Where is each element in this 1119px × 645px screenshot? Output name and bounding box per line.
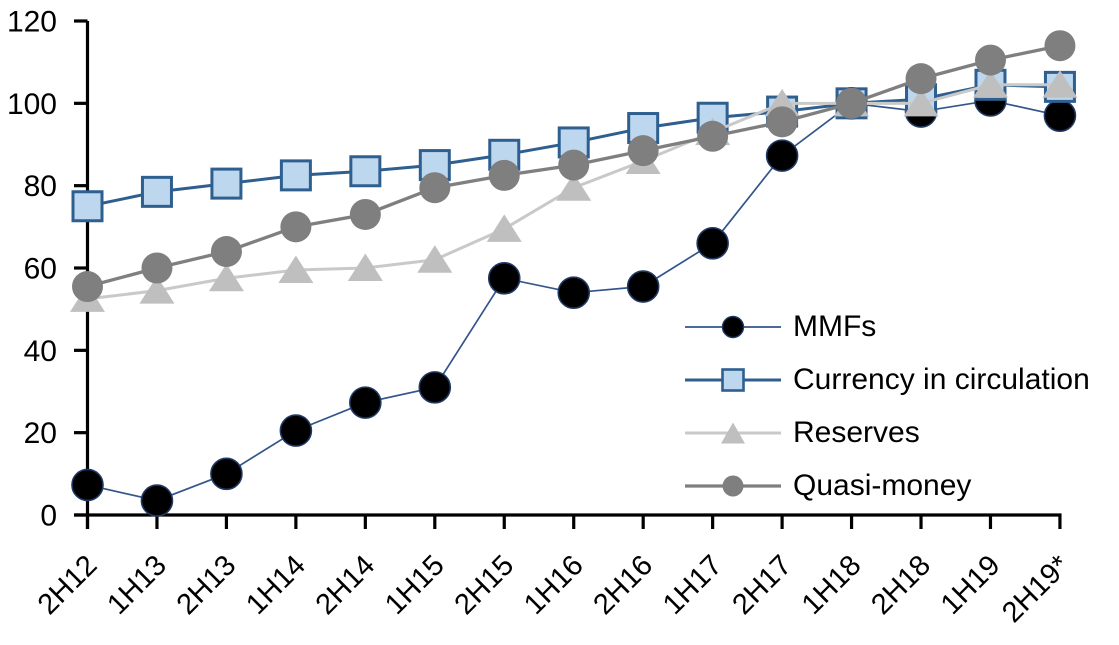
y-axis: 0 20 40 60 80 100 120 [7, 6, 90, 533]
legend-item-reserves: Reserves [683, 406, 1090, 459]
x-tick-label: 1H16 [518, 549, 590, 621]
legend-marker-mmfs-icon [685, 315, 781, 338]
legend-marker-quasi-money-icon [685, 475, 781, 496]
x-tick-label: 2H18 [865, 549, 937, 621]
data-point-marker [347, 253, 383, 281]
data-point-marker [71, 190, 104, 223]
x-tick-label: 1H15 [379, 549, 451, 621]
data-point-marker [140, 484, 174, 517]
data-point-marker [349, 155, 382, 188]
data-point-marker [349, 386, 382, 419]
data-point-marker [419, 172, 451, 204]
data-point-marker [558, 149, 590, 181]
data-point-marker [72, 271, 103, 303]
data-point-marker [488, 159, 520, 191]
y-tick-label: 100 [7, 88, 57, 121]
x-tick-label: 1H14 [240, 549, 312, 621]
data-point-marker [418, 371, 452, 404]
data-point-marker [278, 255, 314, 284]
legend-label-quasi-money: Quasi-money [793, 468, 972, 502]
data-point-marker [905, 63, 937, 95]
x-tick-label: 2H15 [449, 549, 521, 621]
data-point-marker [972, 70, 1008, 98]
legend-marker-currency-icon [685, 367, 781, 392]
data-point-marker [765, 139, 799, 172]
x-tick-label: 1H19 [935, 549, 1007, 621]
y-tick-label: 40 [24, 335, 57, 368]
data-point-marker [1043, 99, 1077, 132]
x-tick-label: 2H19* [996, 549, 1076, 629]
data-point-marker [139, 276, 175, 304]
data-point-marker [141, 252, 173, 284]
data-point-marker [486, 214, 522, 242]
legend-label-currency: Currency in circulation [793, 362, 1090, 396]
data-point-marker [279, 159, 312, 192]
x-tick-label: 2H13 [171, 549, 243, 621]
x-tick-label: 2H14 [310, 549, 382, 621]
data-point-marker [1042, 70, 1078, 98]
chart-legend: MMFs Currency in circulation Reserves Qu… [683, 300, 1090, 512]
legend-item-quasi-money: Quasi-money [683, 459, 1090, 512]
data-point-marker [140, 175, 173, 208]
data-point-marker [210, 167, 243, 200]
data-point-marker [556, 173, 592, 201]
data-point-marker [279, 414, 313, 447]
x-tick-label: 2H17 [726, 549, 798, 621]
x-tick-label: 2H12 [32, 549, 104, 621]
y-tick-label: 20 [24, 417, 57, 450]
data-point-marker [210, 236, 242, 268]
legend-label-reserves: Reserves [793, 415, 920, 449]
data-point-marker [71, 468, 104, 502]
data-point-marker [349, 198, 381, 230]
data-point-marker [210, 457, 243, 491]
data-point-marker [697, 120, 729, 152]
data-point-marker [974, 44, 1006, 76]
data-point-marker [696, 227, 729, 260]
x-tick-label: 2H16 [587, 549, 659, 621]
data-point-marker [487, 261, 521, 295]
data-point-marker [280, 211, 312, 243]
data-point-marker [1044, 30, 1076, 62]
legend-marker-reserves-icon [685, 422, 781, 443]
data-point-marker [626, 270, 660, 303]
y-tick-label: 80 [24, 170, 57, 203]
series-quasi-money [72, 30, 1076, 303]
y-tick-label: 120 [7, 6, 57, 39]
data-point-marker [627, 135, 659, 167]
legend-label-mmfs: MMFs [793, 309, 877, 343]
data-point-marker [903, 88, 939, 117]
x-tick-label: 1H13 [101, 549, 173, 621]
y-tick-label: 60 [24, 253, 57, 286]
x-tick-label: 1H18 [796, 549, 868, 621]
data-point-marker [557, 276, 591, 310]
data-point-marker [417, 245, 453, 273]
data-point-marker [208, 263, 244, 292]
x-axis: 2H121H132H131H142H141H152H151H162H161H17… [32, 513, 1076, 629]
data-point-marker [766, 106, 798, 138]
legend-item-currency-in-circulation: Currency in circulation [683, 353, 1090, 406]
x-tick-label: 1H17 [657, 549, 729, 621]
data-point-marker [836, 87, 868, 119]
legend-item-mmfs: MMFs [683, 300, 1090, 353]
y-tick-label: 0 [40, 500, 57, 533]
